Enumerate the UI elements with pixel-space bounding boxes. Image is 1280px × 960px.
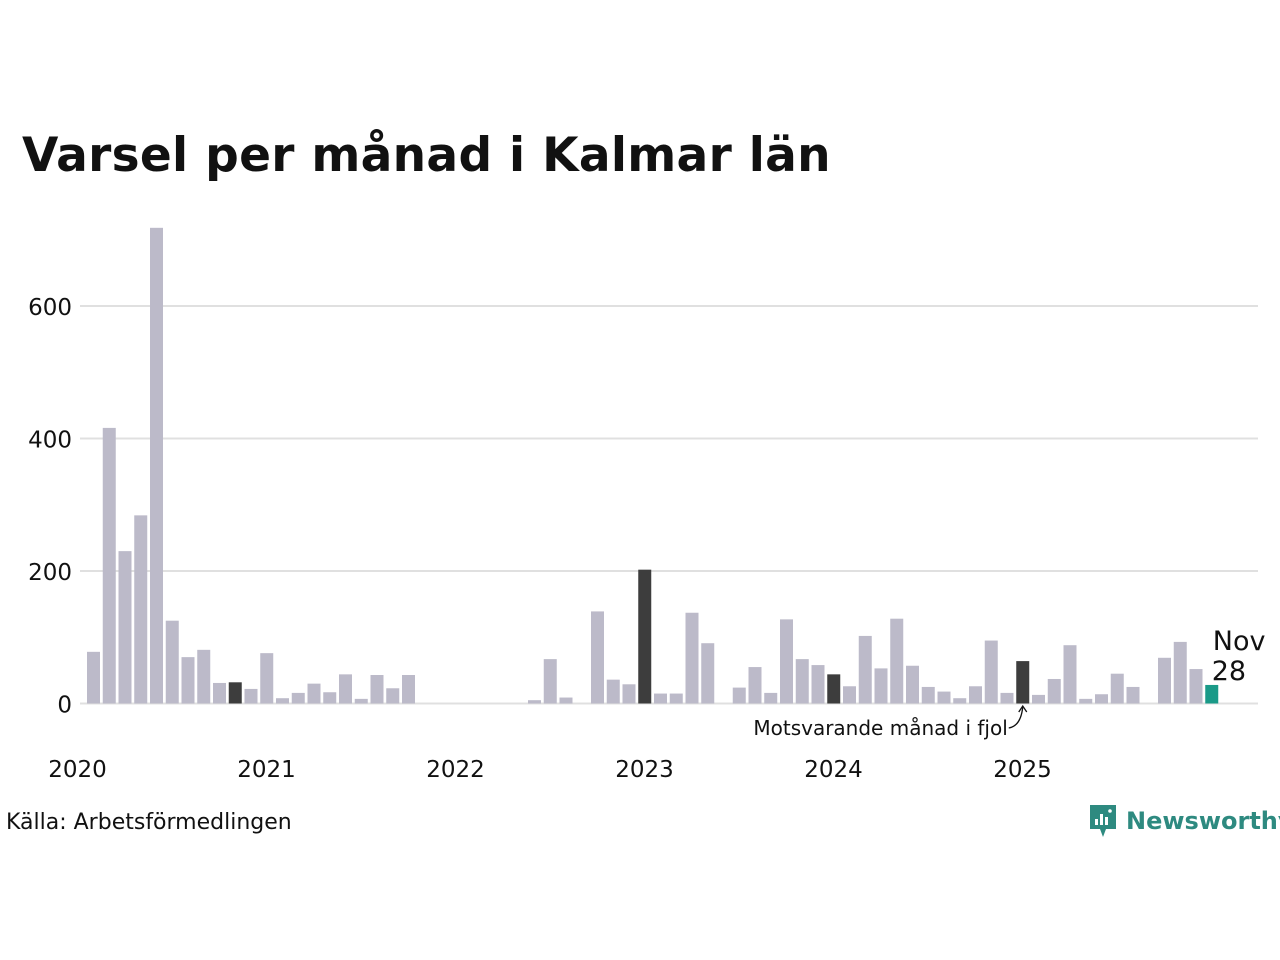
bar-38 [685,612,699,704]
bar-69 [1173,641,1187,704]
bar-15 [323,692,337,704]
bar-17 [354,698,368,704]
bar-68 [1158,657,1171,704]
bar-61 [1047,678,1061,704]
bar-52 [906,665,919,704]
bar-37 [669,693,683,704]
x-tick-label-2024: 2024 [804,757,863,783]
brand-name: Newsworthy [1126,807,1280,835]
bar-3 [134,515,148,704]
bar-19 [386,688,400,704]
source-note: Källa: Arbetsförmedlingen [6,810,292,835]
bar-55 [953,698,967,704]
bar-36 [654,693,667,704]
bar-2 [118,551,132,704]
x-tick-label-2021: 2021 [237,757,296,783]
newsworthy-logo-icon [1090,805,1116,837]
bar-49 [858,635,872,704]
annotation-arrowhead [1018,704,1028,713]
bar-10 [244,688,258,704]
bar-63 [1079,698,1093,704]
annotation-arrow [1008,706,1024,729]
bar-28 [528,700,541,704]
bar-9 [228,682,242,704]
bar-8 [213,682,226,704]
grid-lines [80,305,1258,705]
bar-0 [87,651,100,704]
bar-58 [1000,692,1014,704]
bar-1 [102,427,116,704]
bar-71 [1205,684,1219,704]
bar-42 [748,667,762,704]
current-value-label: Nov 28 [1212,626,1266,687]
x-tick-label-2025: 2025 [993,757,1052,783]
bar-14 [307,683,321,704]
x-tick-label-2020: 2020 [48,757,107,783]
y-axis-ticks: 0 200 400 600 [28,295,72,719]
bar-62 [1063,645,1077,704]
current-month-label: Nov [1213,626,1266,657]
brand[interactable]: Newsworthy [1088,803,1280,839]
bar-48 [843,686,856,704]
bar-57 [984,640,998,704]
bar-12 [276,698,289,704]
bar-6 [181,657,195,704]
bar-4 [150,227,163,704]
bar-39 [701,643,715,704]
annotation-text: Motsvarande månad i fjol [753,716,1007,740]
bar-65 [1110,673,1124,704]
x-tick-label-2023: 2023 [615,757,674,783]
bar-60 [1032,694,1045,704]
bar-50 [874,668,888,704]
bar-45 [795,659,809,704]
bar-41 [732,687,746,704]
bar-13 [291,692,305,704]
bar-46 [811,665,825,704]
bar-59 [1016,661,1030,704]
bar-70 [1189,669,1203,704]
bar-16 [339,674,352,704]
bar-20 [402,675,415,704]
x-tick-label-2022: 2022 [426,757,485,783]
bar-54 [937,691,951,704]
bar-64 [1095,694,1108,704]
bar-35 [638,569,652,704]
bar-18 [370,675,384,704]
bar-33 [606,679,620,704]
bars [87,227,1219,704]
chart-title: Varsel per månad i Kalmar län [22,128,831,183]
bar-11 [260,653,274,704]
current-value-text: 28 [1212,656,1246,687]
bar-56 [969,686,982,704]
bar-32 [591,611,604,704]
bar-7 [197,649,211,704]
bar-43 [764,692,778,704]
annotation: Motsvarande månad i fjol [753,704,1028,740]
x-axis-ticks: 2020 2021 2022 2023 2024 2025 [48,757,1052,783]
y-tick-label: 0 [57,693,72,719]
y-tick-label: 200 [28,560,72,586]
bar-30 [559,697,573,704]
bar-47 [827,674,841,704]
y-tick-label: 600 [28,295,72,321]
bar-44 [780,619,793,704]
bar-51 [890,618,904,704]
bar-66 [1126,686,1140,704]
bar-34 [622,684,636,704]
y-tick-label: 400 [28,428,72,454]
bar-53 [921,686,935,704]
bar-5 [165,620,179,704]
bar-29 [543,659,557,704]
